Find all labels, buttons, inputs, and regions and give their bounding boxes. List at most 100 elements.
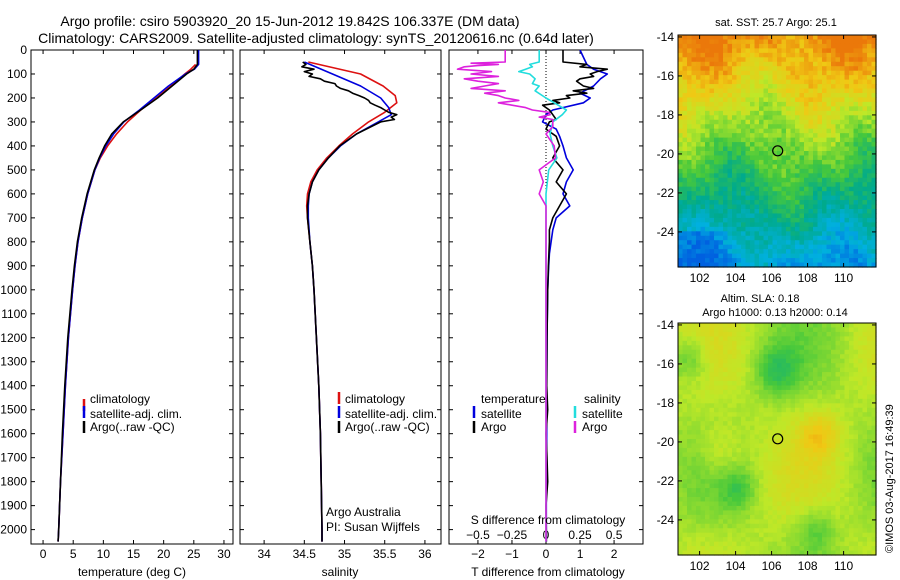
map-cell <box>813 75 819 81</box>
map-cell <box>822 376 828 382</box>
map-cell <box>826 385 832 391</box>
map-cell <box>777 412 783 418</box>
map-cell <box>732 425 738 431</box>
map-cell <box>781 550 787 556</box>
map-cell <box>714 119 720 125</box>
map-cell <box>840 61 846 67</box>
map-cell <box>682 66 688 72</box>
map-cell <box>831 110 837 116</box>
map-cell <box>696 354 702 360</box>
map-cell <box>682 217 688 223</box>
map-cell <box>853 191 859 197</box>
map-cell <box>813 57 819 63</box>
map-cell <box>714 231 720 237</box>
map-cell <box>858 425 864 431</box>
map-cell <box>826 434 832 440</box>
map-cell <box>777 421 783 427</box>
map-cell <box>871 137 877 143</box>
map-cell <box>682 97 688 103</box>
map-cell <box>745 519 751 525</box>
map-cell <box>741 488 747 494</box>
map-cell <box>678 258 684 264</box>
map-cell <box>732 249 738 255</box>
map-cell <box>826 217 832 223</box>
map-cell <box>808 217 814 223</box>
map-cell <box>687 61 693 67</box>
map-cell <box>763 398 769 404</box>
map-cell <box>709 443 715 449</box>
map-cell <box>804 327 810 333</box>
x-tick-label: 34 <box>257 547 271 561</box>
map-cell <box>853 142 859 148</box>
temperature-xlabel: temperature (deg C) <box>78 565 186 579</box>
map-cell <box>763 510 769 516</box>
map-cell <box>687 119 693 125</box>
map-cell <box>817 345 823 351</box>
map-cell <box>763 394 769 400</box>
map-cell <box>777 461 783 467</box>
map-cell <box>696 97 702 103</box>
map-cell <box>831 101 837 107</box>
map-cell <box>745 97 751 103</box>
map-cell <box>705 528 711 534</box>
map-cell <box>772 519 778 525</box>
map-cell <box>763 110 769 116</box>
map-cell <box>840 470 846 476</box>
map-cell <box>745 258 751 264</box>
map-cell <box>772 213 778 219</box>
map-cell <box>750 137 756 143</box>
map-cell <box>835 231 841 237</box>
map-cell <box>700 39 706 45</box>
map-cell <box>781 226 787 232</box>
map-cell <box>763 363 769 369</box>
map-cell <box>741 465 747 471</box>
map-cell <box>763 345 769 351</box>
map-cell <box>799 443 805 449</box>
map-cell <box>714 195 720 201</box>
map-cell <box>691 541 697 547</box>
map-cell <box>709 110 715 116</box>
map-cell <box>696 537 702 543</box>
map-cell <box>867 363 873 369</box>
map-cell <box>700 240 706 246</box>
map-cell <box>826 546 832 552</box>
map-cell <box>772 456 778 462</box>
map-cell <box>736 331 742 337</box>
map-cell <box>714 177 720 183</box>
map-cell <box>691 133 697 139</box>
map-cell <box>808 367 814 373</box>
map-cell <box>700 258 706 264</box>
map-cell <box>682 470 688 476</box>
map-cell <box>790 191 796 197</box>
map-cell <box>754 394 760 400</box>
map-cell <box>759 66 765 72</box>
map-cell <box>750 443 756 449</box>
map-cell <box>772 537 778 543</box>
map-cell <box>732 177 738 183</box>
map-cell <box>745 439 751 445</box>
map-cell <box>768 48 774 54</box>
map-cell <box>759 97 765 103</box>
map-cell <box>754 244 760 250</box>
map-cell <box>696 159 702 165</box>
map-cell <box>745 115 751 121</box>
map-cell <box>862 537 868 543</box>
map-cell <box>795 403 801 409</box>
map-cell <box>867 425 873 431</box>
map-cell <box>718 488 724 494</box>
map-cell <box>714 191 720 197</box>
map-cell <box>858 110 864 116</box>
map-cell <box>871 474 877 480</box>
map-cell <box>840 217 846 223</box>
map-cell <box>700 323 706 329</box>
map-cell <box>844 258 850 264</box>
map-cell <box>763 331 769 337</box>
map-cell <box>804 465 810 471</box>
map-cell <box>754 430 760 436</box>
map-cell <box>786 177 792 183</box>
map-cell <box>741 546 747 552</box>
map-cell <box>853 381 859 387</box>
map-cell <box>700 519 706 525</box>
map-cell <box>700 155 706 161</box>
map-cell <box>790 381 796 387</box>
